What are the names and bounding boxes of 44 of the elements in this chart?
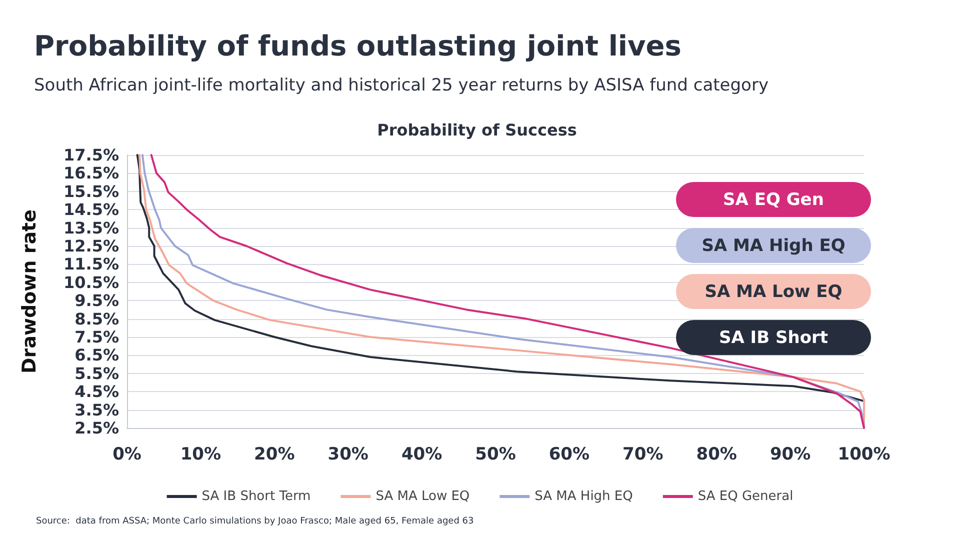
legend-label: SA EQ General [698,489,794,504]
y-tick-label: 3.5% [74,400,119,420]
y-tick-label: 11.5% [63,254,119,274]
x-tick-label: 60% [548,444,590,464]
chart-subtitle: South African joint-life mortality and historical 25 year returns by ASISA fund category [34,76,769,96]
y-tick-label: 14.5% [63,200,119,220]
y-tick-label: 8.5% [74,309,119,328]
y-tick-label: 15.5% [63,182,119,201]
y-tick-label: 9.5% [74,291,119,310]
annotation: SA MA High EQ [702,236,846,256]
x-tick-label: 50% [475,444,516,464]
annotation: SA MA Low EQ [704,282,842,302]
annotation: SA EQ Gen [723,190,824,210]
y-tick-label: 5.5% [74,364,119,383]
x-tick-label: 0% [112,444,142,464]
x-tick-label: 100% [838,444,890,464]
chart-title: Probability of funds outlasting joint lives [34,30,682,62]
y-tick-label: 2.5% [74,418,119,438]
legend-label: SA MA High EQ [534,489,633,504]
y-tick-label: 12.5% [63,236,119,256]
label-pill: SA MA Low EQ [676,274,871,309]
legend-label: SA MA Low EQ [376,489,470,504]
text: Probability of Success [377,120,577,140]
legend-label: SA IB Short Term [202,489,311,504]
x-tick-label: 80% [696,444,737,464]
x-tick-label: 30% [328,444,368,464]
label-pill: SA MA High EQ [676,228,871,263]
y-tick-label: 7.5% [74,328,119,346]
x-tick-label: 90% [770,444,811,464]
y-tick-label: 6.5% [74,346,119,365]
x-tick-label: 10% [180,444,222,464]
y-tick-label: 10.5% [63,272,119,292]
y-axis-title: Drawdown rate [18,209,40,374]
x-tick-label: 40% [401,444,442,464]
x-tick-label: 20% [254,444,295,464]
label-pill: SA EQ Gen [676,182,871,217]
annotation: SA IB Short [718,328,828,348]
y-tick-label: 16.5% [63,164,119,183]
y-tick-label: 13.5% [63,218,119,238]
x-tick-label: 70% [622,444,664,464]
y-tick-label: 17.5% [63,146,119,164]
y-tick-label: 4.5% [74,382,119,402]
label-pill: SA IB Short [676,320,871,355]
source-note: Source: data from ASSA; Monte Carlo simulations by Joao Frasco; Male aged 65, Female aged 63 [36,516,474,526]
